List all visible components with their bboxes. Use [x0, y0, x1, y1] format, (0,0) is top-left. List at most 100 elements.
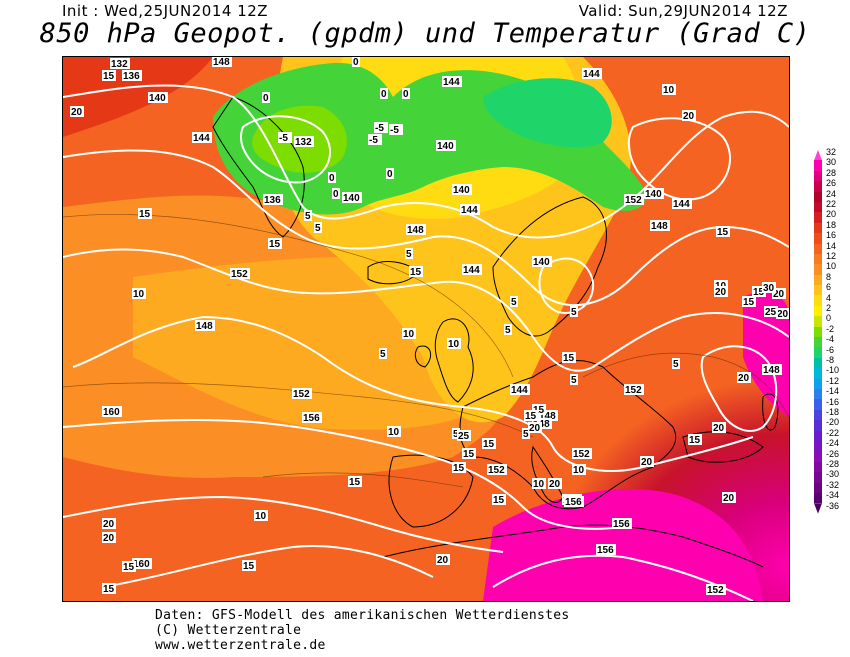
- temperature-label: 25: [458, 431, 470, 442]
- legend-label: 6: [826, 282, 832, 293]
- temperature-label-box: [762, 282, 776, 293]
- geopotential-label: 144: [193, 133, 210, 144]
- geopotential-label-box: [263, 194, 283, 205]
- legend-label: 24: [826, 188, 837, 199]
- temperature-label: 15: [349, 477, 361, 488]
- temperature-label: 20: [549, 479, 561, 490]
- legend-label: 22: [826, 199, 837, 209]
- init-time: Init : Wed,25JUN2014 12Z: [62, 2, 269, 20]
- map-title: 850 hPa Geopot. (gpdm) und Temperatur (G…: [39, 18, 811, 49]
- temperature-label: 5: [571, 307, 577, 318]
- temperature-label: 20: [641, 457, 653, 468]
- geopotential-label: 160: [103, 407, 120, 418]
- geopotential-label: 156: [613, 519, 630, 530]
- temperature-label: 20: [723, 493, 735, 504]
- temperature-label-box: [672, 358, 680, 369]
- temperature-label-box: [389, 124, 403, 135]
- temperature-label-box: [278, 132, 292, 143]
- legend-colorbar: [814, 150, 822, 514]
- temperature-label-box: [254, 510, 268, 521]
- geopotential-label: 144: [443, 77, 460, 88]
- geopotential-label: 140: [343, 193, 360, 204]
- legend-label: 0: [826, 313, 832, 324]
- temperature-label-box: [122, 561, 136, 572]
- legend-label: -10: [826, 365, 840, 376]
- legend-swatch: [814, 170, 822, 182]
- temperature-label: 10: [448, 339, 460, 350]
- geopotential-label-box: [510, 384, 530, 395]
- temperature-label-box: [524, 410, 538, 421]
- legend-label: -20: [826, 417, 840, 428]
- temperature-label: 15: [689, 435, 701, 446]
- hot-spot-east: [743, 292, 789, 417]
- temperature-label-box: [492, 494, 506, 505]
- legend-label: -30: [826, 469, 840, 480]
- temperature-label-box: [570, 306, 578, 317]
- temperature-label: 20: [103, 533, 115, 544]
- temperature-label: 10: [255, 511, 267, 522]
- legend-swatch: [814, 472, 822, 483]
- legend-swatch: [814, 285, 822, 296]
- temperature-label-box: [457, 430, 471, 441]
- legend-label: -18: [826, 407, 840, 417]
- temperature-label: 20: [773, 289, 785, 300]
- geopotential-label: 144: [583, 69, 600, 80]
- temperature-label: 20: [71, 107, 83, 118]
- geopotential-label: 132: [295, 137, 312, 148]
- geopotential-label-box: [487, 464, 507, 475]
- temperature-legend: 32 30 28 26 24 22 20 18 16 14 12 10 8 6 4 2 0 -2 -4 -6 -8 -10…: [814, 147, 850, 515]
- temperature-label-box: [102, 518, 116, 529]
- footer-url[interactable]: www.wetterzentrale.de: [155, 638, 326, 653]
- legend-swatch: [814, 305, 822, 317]
- geopotential-label: 144: [511, 385, 528, 396]
- temperature-label-box: [714, 286, 728, 297]
- temperature-label: 5: [511, 297, 517, 308]
- geopotential-label: 148: [407, 225, 424, 236]
- geopotential-label: 140: [453, 185, 470, 196]
- temperature-label-box: [504, 324, 512, 335]
- legend-label: -34: [826, 490, 840, 501]
- geopotential-label-box: [538, 410, 558, 421]
- temperature-label-box: [242, 560, 256, 571]
- temperature-label-box: [132, 288, 146, 299]
- geopotential-label-box: [212, 57, 232, 67]
- temperature-label-box: [409, 266, 423, 277]
- footer-data-source: Daten: GFS-Modell des amerikanischen Wet…: [155, 608, 570, 623]
- temperature-label: 10: [403, 329, 415, 340]
- footer: Daten: GFS-Modell des amerikanischen Wet…: [155, 608, 569, 653]
- geopotential-label: 148: [651, 221, 668, 232]
- geopotential-label: 160: [133, 559, 150, 570]
- geopotential-label-box: [452, 184, 472, 195]
- temperature-label: 15: [123, 562, 135, 573]
- temperature-label: 20: [713, 423, 725, 434]
- temperature-label-box: [332, 188, 340, 199]
- geopotential-label-box: [230, 268, 250, 279]
- temperature-label: 15: [743, 297, 755, 308]
- temperature-label-box: [482, 438, 496, 449]
- temperature-label: 15: [103, 584, 115, 595]
- geopotential-label-box: [582, 68, 602, 79]
- temperature-label: 20: [738, 373, 750, 384]
- temperature-label-box: [776, 308, 789, 319]
- geopotential-label-box: [436, 140, 456, 151]
- geopotential-label-box: [624, 194, 644, 205]
- geopotential-label: 152: [488, 465, 505, 476]
- temperature-label: 5: [523, 429, 529, 440]
- temperature-label: -5: [369, 135, 378, 146]
- temperature-label-box: [387, 426, 401, 437]
- temperature-label: 5: [453, 429, 459, 440]
- temperature-label: -5: [390, 125, 399, 136]
- temperature-label: 20: [103, 519, 115, 530]
- temperature-label: 10: [663, 85, 675, 96]
- legend-swatch: [814, 482, 822, 493]
- geopotential-label: 144: [461, 205, 478, 216]
- legend-label: 20: [826, 209, 837, 220]
- geopotential-label: 136: [123, 71, 140, 82]
- temperature-label: 5: [505, 325, 511, 336]
- temperature-label-box: [402, 328, 416, 339]
- geopotential-label-box: [462, 264, 482, 275]
- geopotential-label-box: [132, 558, 152, 569]
- legend-swatch: [814, 316, 822, 327]
- geopotential-label-box: [122, 70, 142, 81]
